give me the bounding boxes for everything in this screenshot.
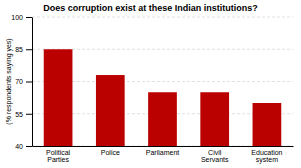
x-tick: Police — [101, 149, 120, 156]
title: Does corruption exist at these Indian in… — [43, 3, 258, 13]
x-tick-label: CivilServants — [201, 149, 229, 163]
y-tick-label: 40 — [15, 143, 23, 150]
bar — [44, 49, 73, 146]
x-axis-line — [33, 146, 294, 147]
x-tick-label: Parliament — [146, 149, 180, 156]
x-tick-label: Police — [101, 149, 120, 156]
bar — [96, 75, 125, 146]
plot: 40 55 70 85 100 PoliticalParties Police Parliam… — [11, 14, 293, 168]
y-axis: 40 55 70 85 100 — [11, 14, 32, 150]
bar — [253, 103, 282, 146]
y-tick: 85 — [15, 46, 32, 53]
y-tick-label: 70 — [15, 78, 23, 85]
x-tick-label-line: Political — [46, 149, 71, 156]
y-tick-mark — [26, 49, 32, 50]
y-tick: 70 — [15, 78, 32, 85]
x-tick: Parliament — [146, 149, 180, 156]
x-tick-label-line: Parties — [47, 156, 69, 163]
x-tick-label-line: system — [256, 156, 278, 164]
x-tick-label-line: Police — [101, 149, 120, 156]
y-axis-line — [32, 18, 33, 147]
grid-line — [32, 17, 293, 18]
y-tick-mark — [26, 146, 32, 147]
bars — [44, 49, 282, 146]
y-tick: 40 — [15, 143, 32, 150]
x-tick-label: PoliticalParties — [46, 149, 71, 163]
y-tick-mark — [26, 82, 32, 83]
bar — [148, 92, 177, 146]
chart: 40 55 70 85 100 PoliticalParties Police Parliam… — [0, 0, 301, 168]
x-tick: Educationsystem — [251, 149, 282, 164]
y-tick-label: 55 — [15, 110, 23, 117]
y-tick-label: 85 — [15, 46, 23, 53]
y-tick-label: 100 — [11, 14, 23, 21]
y-tick-mark — [26, 114, 32, 115]
y-axis-title: (% respondents saying yes) — [5, 38, 13, 124]
y-tick: 55 — [15, 110, 32, 117]
y-tick: 100 — [11, 14, 32, 21]
x-tick-label-line: Civil — [208, 149, 222, 156]
y-tick-mark — [26, 17, 32, 18]
x-tick: PoliticalParties — [46, 149, 71, 163]
x-tick: CivilServants — [201, 149, 229, 163]
bar — [200, 92, 229, 146]
x-tick-label-line: Parliament — [146, 149, 180, 156]
x-axis: PoliticalParties Police Parliament CivilSer… — [33, 147, 294, 165]
x-tick-label-line: Education — [251, 149, 282, 156]
x-tick-label-line: Servants — [201, 156, 229, 163]
x-tick-label: Educationsystem — [251, 149, 282, 164]
